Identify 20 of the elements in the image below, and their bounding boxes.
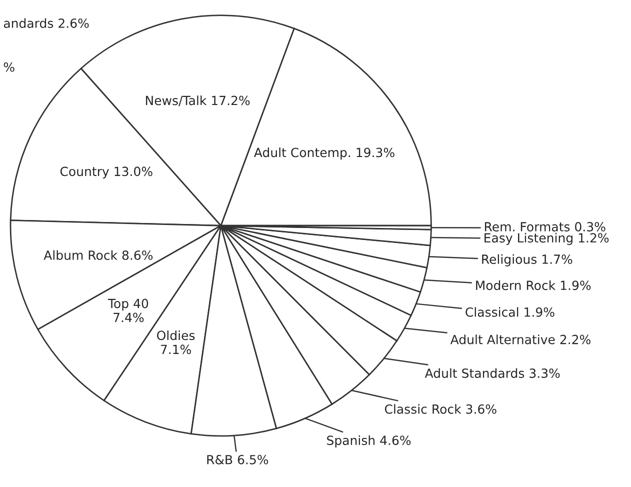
text: % [4,62,14,72]
slice-label: Adult Alternative 2.2% [450,334,590,344]
text: andards 2.6% [4,18,89,28]
slice-label: Easy Listening 1.2% [484,232,609,246]
slice-label: Adult Contemp. 19.3% [254,148,394,160]
slice-label: Rem. Formats 0.3% [484,222,606,232]
slice-label: R&B 6.5% [207,454,268,464]
slice-label: Classic Rock 3.6% [384,404,496,414]
slice-label: Religious 1.7% [482,254,572,266]
slice-label: Country 13.0% [60,166,152,179]
data-label: 7.4% [114,312,144,322]
slice-label: Modern Rock 1.9% [476,280,591,290]
slice-label: Adult Standards 3.3% [424,368,560,378]
data-label: 7.1% [160,344,191,354]
slice-label: Top 40 [108,298,148,311]
slice-label: Spanish 4.6% [327,435,411,448]
slice-label: Album Rock 8.6% [44,250,153,260]
slice-label: News/Talk 17.2% [146,96,250,106]
slice-label: Oldies [157,330,195,340]
slice-label: Classical 1.9% [466,307,554,317]
